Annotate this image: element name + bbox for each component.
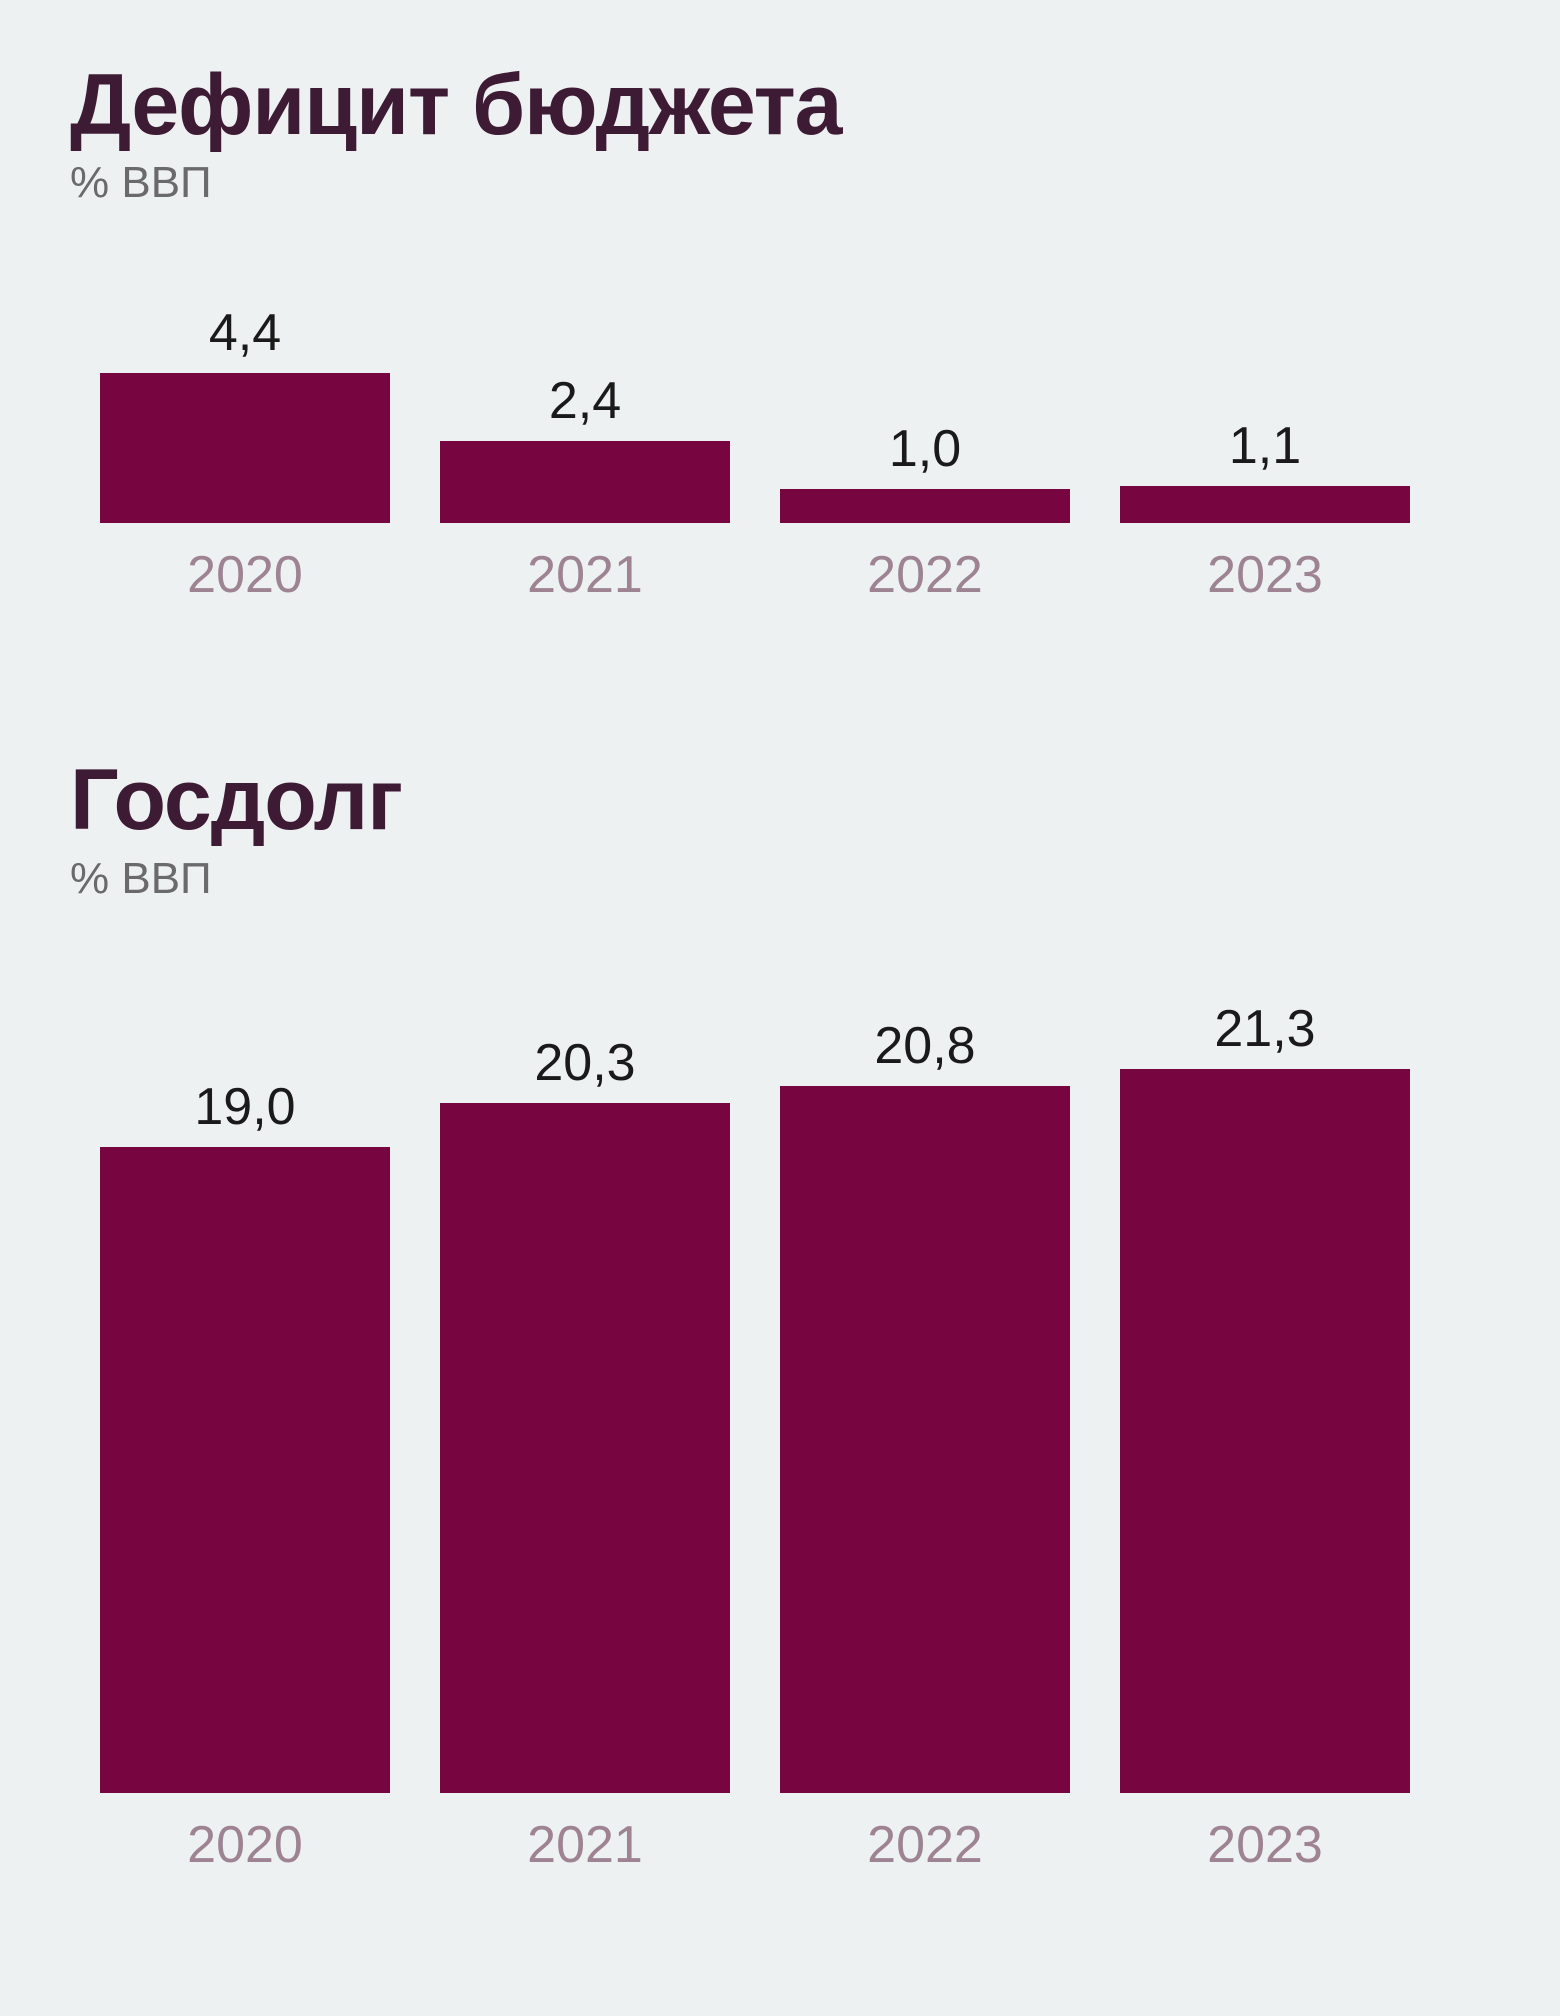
bar-column: 4,4 2020 (100, 303, 390, 605)
chart-title: Дефицит бюджета (70, 60, 1490, 150)
bar-column: 21,3 2023 (1120, 999, 1410, 1875)
bar-category-label: 2022 (867, 1815, 983, 1875)
chart-title: Госдолг (70, 755, 1490, 845)
bar-category-label: 2021 (527, 545, 643, 605)
bar-column: 1,1 2023 (1120, 416, 1410, 605)
bar-value-label: 21,3 (1214, 999, 1315, 1059)
bar-value-label: 4,4 (209, 303, 281, 363)
bar-category-label: 2022 (867, 545, 983, 605)
chart-deficit: Дефицит бюджета % ВВП 4,4 2020 2,4 2021 1,0 202… (70, 60, 1490, 605)
bar-rect (780, 1086, 1070, 1793)
bar-category-label: 2021 (527, 1815, 643, 1875)
bar-value-label: 19,0 (194, 1077, 295, 1137)
bar-rect (440, 441, 730, 523)
bar-column: 20,8 2022 (780, 1016, 1070, 1875)
bar-rect (780, 489, 1070, 523)
bar-category-label: 2023 (1207, 1815, 1323, 1875)
chart-subtitle: % ВВП (70, 158, 1490, 208)
bar-value-label: 20,8 (874, 1016, 975, 1076)
bar-column: 19,0 2020 (100, 1077, 390, 1875)
bar-rect (1120, 1069, 1410, 1793)
bar-rect (1120, 486, 1410, 523)
bar-column: 1,0 2022 (780, 419, 1070, 605)
bar-column: 2,4 2021 (440, 371, 730, 605)
bar-category-label: 2023 (1207, 545, 1323, 605)
bar-value-label: 2,4 (549, 371, 621, 431)
bars-area: 4,4 2020 2,4 2021 1,0 2022 1,1 2023 (70, 303, 1490, 605)
bars-area: 19,0 2020 20,3 2021 20,8 2022 21,3 2023 (70, 999, 1490, 1875)
chart-debt: Госдолг % ВВП 19,0 2020 20,3 2021 20,8 2022 21,3… (70, 755, 1490, 1874)
bar-value-label: 1,1 (1229, 416, 1301, 476)
bar-rect (100, 1147, 390, 1793)
bar-category-label: 2020 (187, 545, 303, 605)
bar-column: 20,3 2021 (440, 1033, 730, 1875)
bar-value-label: 1,0 (889, 419, 961, 479)
bar-rect (440, 1103, 730, 1793)
chart-subtitle: % ВВП (70, 854, 1490, 904)
bar-rect (100, 373, 390, 523)
bar-value-label: 20,3 (534, 1033, 635, 1093)
bar-category-label: 2020 (187, 1815, 303, 1875)
